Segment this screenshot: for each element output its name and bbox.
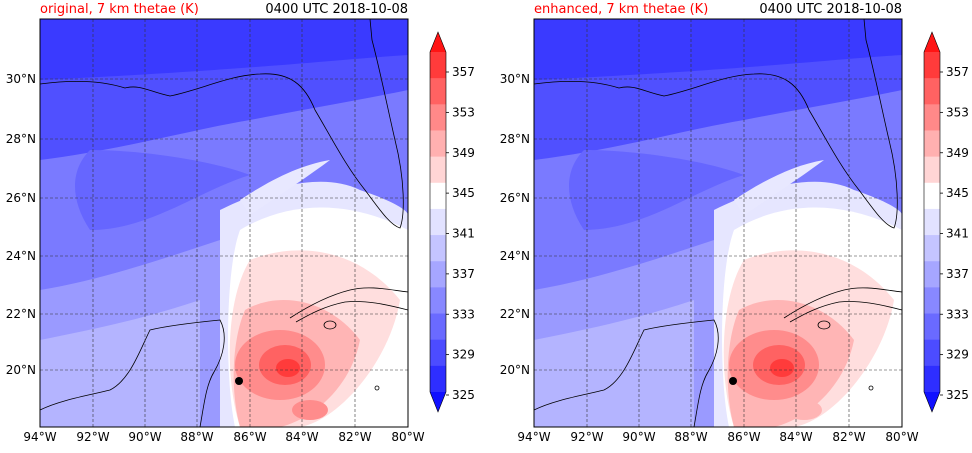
graticule bbox=[534, 19, 902, 427]
colorbar-extend-max bbox=[924, 32, 940, 52]
lat-tick-label: 30°N bbox=[6, 72, 36, 86]
lat-tick-label: 30°N bbox=[500, 72, 530, 86]
lon-tick-label: 84°W bbox=[285, 430, 318, 444]
colorbar-tick-label: 349 bbox=[946, 146, 969, 160]
colorbar-tick-label: 353 bbox=[946, 105, 969, 119]
colorbar-segment bbox=[430, 365, 446, 393]
colorbar-segment bbox=[924, 261, 940, 288]
colorbar-segment bbox=[924, 365, 940, 393]
lon-tick-label: 88°W bbox=[180, 430, 213, 444]
colorbar-tick-label: 337 bbox=[452, 267, 475, 281]
map-frame bbox=[39, 18, 409, 428]
colorbar-tick-label: 345 bbox=[452, 186, 475, 200]
colorbar-segment bbox=[430, 287, 446, 315]
colorbar-tick-label: 333 bbox=[452, 307, 475, 321]
lat-tick-label: 28°N bbox=[500, 132, 530, 146]
colorbar-segment bbox=[430, 104, 446, 131]
storm-center-marker bbox=[235, 377, 243, 385]
colorbar-tick-label: 333 bbox=[946, 307, 969, 321]
colorbar-extend-min bbox=[924, 392, 940, 412]
lat-tick-label: 22°N bbox=[6, 307, 36, 321]
colorbar-segment bbox=[430, 261, 446, 288]
lat-tick-label: 26°N bbox=[6, 191, 36, 205]
colorbar-segment bbox=[924, 156, 940, 184]
storm-center-marker bbox=[729, 377, 737, 385]
coastline bbox=[533, 18, 903, 428]
lon-tick-label: 88°W bbox=[674, 430, 707, 444]
panel-title-time: 0400 UTC 2018-10-08 bbox=[265, 2, 408, 17]
map-figure: 30°N 28°N 26°N 24°N 22°N 20°N 94°W 92°W 90°W 88°W… bbox=[6, 18, 475, 444]
colorbar-segment bbox=[924, 287, 940, 315]
colorbar-segment bbox=[430, 52, 446, 79]
colorbar-tick-label: 325 bbox=[946, 388, 969, 402]
panel-original: original, 7 km thetae (K) 0400 UTC 2018-… bbox=[0, 0, 486, 449]
colorbar-segment bbox=[924, 339, 940, 367]
lon-tick-label: 90°W bbox=[128, 430, 161, 444]
graticule bbox=[40, 19, 408, 427]
colorbar-tick-label: 341 bbox=[946, 227, 969, 241]
lat-tick-label: 28°N bbox=[6, 132, 36, 146]
colorbar: 357 353 349 345 341 337 333 329 325 bbox=[923, 31, 969, 413]
colorbar-extend-min bbox=[430, 392, 446, 412]
lon-tick-label: 84°W bbox=[779, 430, 812, 444]
lon-tick-label: 80°W bbox=[391, 430, 424, 444]
lat-tick-label: 22°N bbox=[500, 307, 530, 321]
colorbar-tick-label: 353 bbox=[452, 105, 475, 119]
colorbar-segment bbox=[430, 339, 446, 367]
panel-title-variable: enhanced, 7 km thetae (K) bbox=[534, 2, 709, 17]
colorbar-segment bbox=[924, 313, 940, 341]
colorbar-tick-label: 325 bbox=[452, 388, 475, 402]
lat-tick-label: 24°N bbox=[6, 249, 36, 263]
colorbar-segment bbox=[430, 208, 446, 236]
colorbar-tick-label: 349 bbox=[452, 146, 475, 160]
colorbar-tick-label: 341 bbox=[452, 227, 475, 241]
colorbar-segment bbox=[430, 182, 446, 210]
lon-tick-label: 92°W bbox=[570, 430, 603, 444]
lon-tick-label: 92°W bbox=[76, 430, 109, 444]
panel-title-time: 0400 UTC 2018-10-08 bbox=[759, 2, 902, 17]
colorbar-segment bbox=[924, 208, 940, 236]
lat-tick-label: 24°N bbox=[500, 249, 530, 263]
colorbar-tick-label: 337 bbox=[946, 267, 969, 281]
map-figure: 30°N 28°N 26°N 24°N 22°N 20°N 94°W 92°W 90°W 88°W… bbox=[500, 18, 969, 444]
colorbar-segment bbox=[924, 235, 940, 262]
lon-tick-label: 86°W bbox=[727, 430, 760, 444]
colorbar-tick-label: 329 bbox=[946, 348, 969, 362]
map-frame bbox=[533, 18, 903, 428]
lon-tick-label: 86°W bbox=[233, 430, 266, 444]
colorbar-segment bbox=[924, 130, 940, 158]
colorbar-tick-label: 329 bbox=[452, 348, 475, 362]
panel-title-variable: original, 7 km thetae (K) bbox=[40, 2, 199, 17]
colorbar-segment bbox=[430, 130, 446, 158]
lon-tick-label: 80°W bbox=[885, 430, 918, 444]
colorbar-segment bbox=[924, 52, 940, 79]
lon-tick-label: 90°W bbox=[622, 430, 655, 444]
lon-tick-label: 82°W bbox=[832, 430, 865, 444]
colorbar-segment bbox=[924, 104, 940, 131]
colorbar-segment bbox=[924, 182, 940, 210]
colorbar-segment bbox=[924, 78, 940, 105]
colorbar-segment bbox=[430, 235, 446, 262]
colorbar-tick-label: 345 bbox=[946, 186, 969, 200]
colorbar: 357 353 349 345 341 337 333 329 325 bbox=[429, 31, 475, 413]
panel-enhanced: enhanced, 7 km thetae (K) 0400 UTC 2018-… bbox=[494, 0, 972, 449]
colorbar-tick-label: 357 bbox=[452, 65, 475, 79]
colorbar-extend-max bbox=[430, 32, 446, 52]
lat-tick-label: 20°N bbox=[6, 363, 36, 377]
colorbar-segment bbox=[430, 156, 446, 184]
lon-tick-label: 94°W bbox=[23, 430, 56, 444]
colorbar-segment bbox=[430, 78, 446, 105]
lon-tick-label: 94°W bbox=[517, 430, 550, 444]
colorbar-segment bbox=[430, 313, 446, 341]
lat-tick-label: 26°N bbox=[500, 191, 530, 205]
lat-tick-label: 20°N bbox=[500, 363, 530, 377]
colorbar-tick-label: 357 bbox=[946, 65, 969, 79]
lon-tick-label: 82°W bbox=[338, 430, 371, 444]
coastline bbox=[39, 18, 409, 428]
